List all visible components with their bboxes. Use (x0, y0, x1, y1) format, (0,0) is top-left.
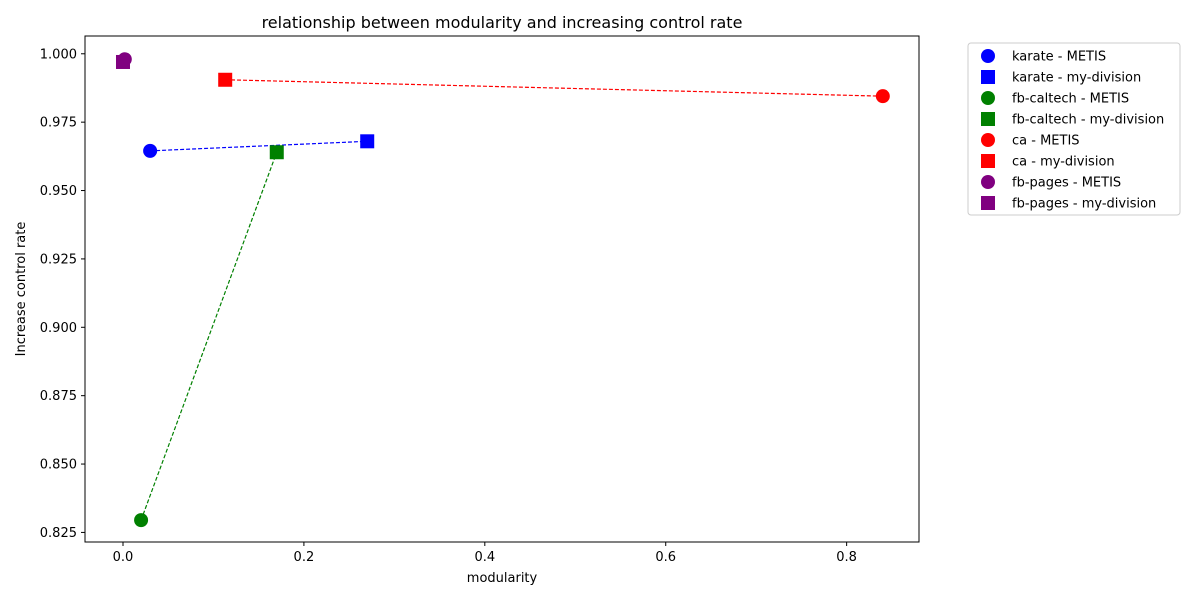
y-tick-label: 0.850 (40, 458, 77, 473)
legend-marker-square (981, 196, 995, 210)
legend-label: fb-caltech - my-division (1012, 113, 1164, 128)
y-tick-label: 0.925 (40, 252, 77, 267)
connector-lines (122, 58, 883, 521)
x-tick-label: 0.0 (113, 550, 134, 565)
legend: karate - METIS karate - my-division fb-cal… (967, 42, 1181, 216)
legend-marker-circle (981, 49, 995, 63)
y-axis-title: Increase control rate (14, 222, 29, 357)
x-axis: 0.0 0.2 0.4 0.6 0.8 (113, 542, 857, 565)
legend-label: karate - METIS (1012, 50, 1106, 65)
y-tick-label: 0.875 (40, 389, 77, 404)
y-tick-label: 0.975 (40, 116, 77, 131)
legend-label: fb-caltech - METIS (1012, 92, 1129, 107)
legend-marker-circle (981, 133, 995, 147)
y-tick-label: 1.000 (40, 47, 77, 62)
data-point-square (360, 134, 375, 149)
legend-marker-square (981, 112, 995, 126)
x-tick-label: 0.2 (294, 550, 315, 565)
connector-line (150, 140, 368, 152)
plot-area (84, 35, 920, 543)
x-axis-title: modularity (467, 571, 538, 586)
data-point-circle (143, 143, 158, 158)
y-tick-label: 0.825 (40, 526, 77, 541)
data-point-square (269, 145, 284, 160)
connector-line (225, 79, 883, 97)
x-tick-label: 0.4 (474, 550, 495, 565)
x-tick-label: 0.6 (655, 550, 676, 565)
x-tick-label: 0.8 (836, 550, 857, 565)
chart-title: relationship between modularity and incr… (262, 13, 743, 32)
legend-marker-square (981, 70, 995, 84)
legend-marker-square (981, 154, 995, 168)
legend-marker-circle (981, 91, 995, 105)
legend-label: fb-pages - my-division (1012, 197, 1156, 212)
legend-marker-circle (981, 175, 995, 189)
legend-label: ca - METIS (1012, 134, 1080, 149)
data-point-circle (875, 89, 890, 104)
legend-label: ca - my-division (1012, 155, 1115, 170)
legend-frame (967, 42, 1181, 216)
connector-line (140, 152, 278, 521)
y-tick-label: 0.900 (40, 321, 77, 336)
data-point-circle (134, 513, 149, 528)
data-point-square (115, 54, 130, 69)
legend-label: karate - my-division (1012, 71, 1141, 86)
y-axis: 0.825 0.850 0.875 0.900 0.925 0.950 0.975 1.000 (40, 47, 85, 541)
data-point-square (218, 72, 233, 87)
data-points (115, 52, 890, 528)
y-tick-label: 0.950 (40, 184, 77, 199)
legend-label: fb-pages - METIS (1012, 176, 1121, 191)
